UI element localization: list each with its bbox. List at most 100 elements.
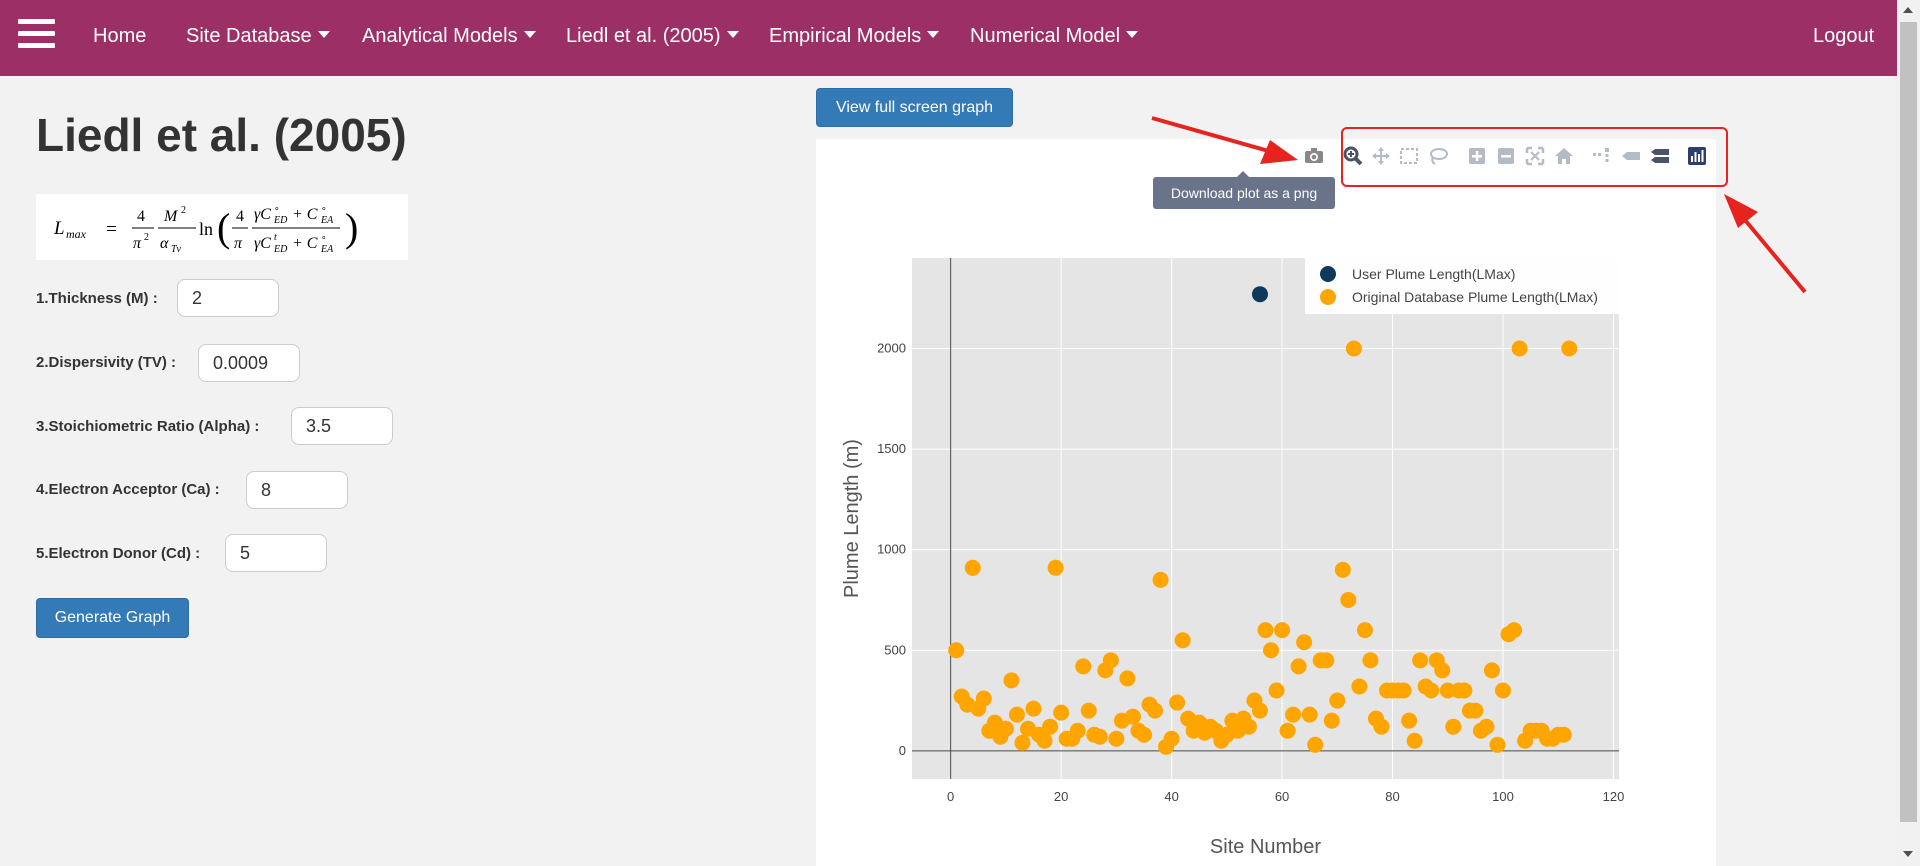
alpha-input[interactable] (291, 407, 393, 445)
legend-marker[interactable] (1320, 266, 1336, 282)
database-data-point[interactable] (948, 642, 965, 659)
database-data-point[interactable] (1395, 682, 1412, 699)
database-data-point[interactable] (1423, 682, 1440, 699)
database-data-point[interactable] (1340, 591, 1357, 608)
database-data-point[interactable] (1274, 622, 1291, 639)
database-data-point[interactable] (1412, 652, 1429, 669)
database-data-point[interactable] (1147, 702, 1164, 719)
spike-lines-icon[interactable] (1590, 145, 1612, 167)
plotly-logo-icon[interactable] (1686, 145, 1708, 167)
scroll-up-arrow-icon[interactable] (1903, 7, 1913, 13)
database-data-point[interactable] (1080, 702, 1097, 719)
database-data-point[interactable] (1053, 704, 1070, 721)
database-data-point[interactable] (1014, 734, 1031, 751)
camera-icon[interactable] (1303, 145, 1325, 167)
database-data-point[interactable] (1345, 340, 1362, 357)
database-data-point[interactable] (1329, 692, 1346, 709)
database-data-point[interactable] (1323, 712, 1340, 729)
database-data-point[interactable] (1406, 732, 1423, 749)
reset-axes-icon[interactable] (1553, 145, 1575, 167)
zoom-in-icon[interactable] (1466, 145, 1488, 167)
legend-marker[interactable] (1320, 289, 1336, 305)
generate-graph-button[interactable]: Generate Graph (36, 598, 189, 638)
database-data-point[interactable] (1069, 722, 1086, 739)
database-data-point[interactable] (1401, 712, 1418, 729)
database-data-point[interactable] (1467, 702, 1484, 719)
zoom-out-icon[interactable] (1495, 145, 1517, 167)
database-data-point[interactable] (1119, 670, 1136, 687)
database-data-point[interactable] (1495, 682, 1512, 699)
database-data-point[interactable] (1561, 340, 1578, 357)
scroll-down-arrow-icon[interactable] (1903, 851, 1913, 857)
scrollbar-thumb[interactable] (1900, 22, 1917, 822)
pan-icon[interactable] (1370, 145, 1392, 167)
database-data-point[interactable] (1356, 622, 1373, 639)
database-data-point[interactable] (1483, 662, 1500, 679)
nav-logout[interactable]: Logout (1813, 25, 1874, 48)
database-data-point[interactable] (1008, 706, 1025, 723)
database-data-point[interactable] (1003, 672, 1020, 689)
database-data-point[interactable] (1042, 718, 1059, 735)
database-data-point[interactable] (1439, 682, 1456, 699)
box-select-icon[interactable] (1398, 145, 1420, 167)
database-data-point[interactable] (1257, 622, 1274, 639)
database-data-point[interactable] (1102, 652, 1119, 669)
database-data-point[interactable] (1124, 708, 1141, 725)
database-data-point[interactable] (1036, 732, 1053, 749)
cd-input[interactable] (225, 534, 327, 572)
user-data-point[interactable] (1251, 286, 1268, 303)
database-data-point[interactable] (975, 690, 992, 707)
zoom-icon[interactable] (1342, 145, 1364, 167)
database-data-point[interactable] (1445, 718, 1462, 735)
database-data-point[interactable] (1511, 340, 1528, 357)
vertical-scrollbar[interactable] (1897, 0, 1920, 866)
database-data-point[interactable] (1240, 718, 1257, 735)
database-data-point[interactable] (1478, 718, 1495, 735)
legend-label[interactable]: User Plume Length(LMax) (1352, 266, 1515, 282)
nav-home[interactable]: Home (93, 25, 146, 48)
database-data-point[interactable] (1268, 682, 1285, 699)
database-data-point[interactable] (1307, 736, 1324, 753)
database-data-point[interactable] (1434, 662, 1451, 679)
database-data-point[interactable] (1135, 726, 1152, 743)
database-data-point[interactable] (1301, 706, 1318, 723)
database-data-point[interactable] (1489, 736, 1506, 753)
database-data-point[interactable] (1373, 718, 1390, 735)
database-data-point[interactable] (1075, 658, 1092, 675)
nav-numerical-model[interactable]: Numerical Model (970, 25, 1139, 48)
database-data-point[interactable] (1163, 730, 1180, 747)
database-data-point[interactable] (1025, 700, 1042, 717)
nav-site-database[interactable]: Site Database (186, 25, 330, 48)
hamburger-menu-icon[interactable] (18, 19, 55, 49)
database-data-point[interactable] (1263, 642, 1280, 659)
database-data-point[interactable] (1506, 622, 1523, 639)
database-data-point[interactable] (997, 720, 1014, 737)
database-data-point[interactable] (1091, 728, 1108, 745)
nav-analytical-models[interactable]: Analytical Models (362, 25, 536, 48)
nav-empirical-models[interactable]: Empirical Models (769, 25, 940, 48)
database-data-point[interactable] (1279, 722, 1296, 739)
legend-label[interactable]: Original Database Plume Length(LMax) (1352, 289, 1598, 305)
database-data-point[interactable] (1351, 678, 1368, 695)
database-data-point[interactable] (1108, 730, 1125, 747)
database-data-point[interactable] (1169, 694, 1186, 711)
database-data-point[interactable] (1555, 726, 1572, 743)
database-data-point[interactable] (1251, 702, 1268, 719)
hover-compare-icon[interactable] (1649, 145, 1671, 167)
database-data-point[interactable] (1334, 561, 1351, 578)
database-data-point[interactable] (1318, 652, 1335, 669)
database-data-point[interactable] (1296, 634, 1313, 651)
autoscale-icon[interactable] (1524, 145, 1546, 167)
plot-area[interactable] (912, 258, 1619, 779)
lasso-select-icon[interactable] (1427, 145, 1449, 167)
database-data-point[interactable] (1456, 682, 1473, 699)
dispersivity-input[interactable] (198, 344, 300, 382)
database-data-point[interactable] (1047, 559, 1064, 576)
database-data-point[interactable] (1174, 632, 1191, 649)
thickness-input[interactable] (177, 279, 279, 317)
view-full-screen-button[interactable]: View full screen graph (816, 88, 1013, 127)
database-data-point[interactable] (1290, 658, 1307, 675)
database-data-point[interactable] (1152, 571, 1169, 588)
nav-liedl[interactable]: Liedl et al. (2005) (566, 25, 739, 48)
database-data-point[interactable] (1285, 706, 1302, 723)
